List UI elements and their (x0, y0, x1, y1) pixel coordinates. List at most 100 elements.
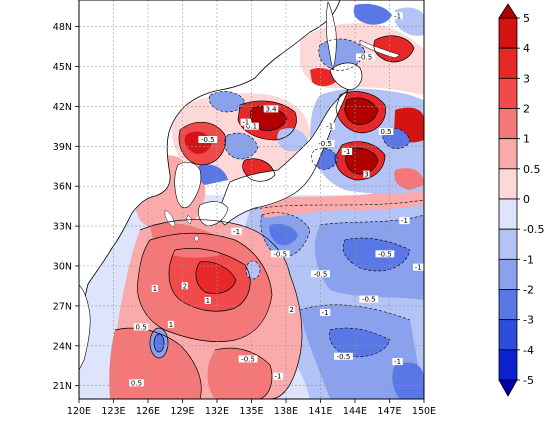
contour-label: -0.5 (201, 136, 215, 144)
contour-label-bg (413, 263, 424, 271)
lon-tick-label: 135E (239, 406, 263, 417)
colorbar-box (498, 228, 518, 260)
lat-tick-label: 36N (53, 182, 72, 193)
contour-label-bg (288, 306, 295, 314)
contour-label: 0.5 (136, 324, 147, 332)
colorbar-box (498, 138, 518, 170)
colorbar-label: 5 (523, 12, 530, 25)
contour-label: -1 (274, 373, 281, 381)
contour-label-bg (238, 355, 258, 363)
contour-label-bg (198, 135, 218, 143)
land-masks (79, 0, 401, 371)
contour-label-bg (272, 372, 284, 380)
colorbar-label: 0.5 (523, 163, 541, 176)
contour-label: -1 (343, 148, 350, 156)
contour-label: -1 (415, 264, 422, 272)
contour-label-bg (319, 308, 331, 316)
contour-label-bg (359, 295, 379, 303)
contour-label-bg (167, 320, 175, 328)
lat-tick-label: 21N (53, 381, 72, 392)
colorbar-box (498, 198, 518, 230)
lon-tick-label: 147E (377, 406, 401, 417)
contour-label-bg (324, 122, 335, 130)
lat-tick-label: 45N (53, 62, 72, 73)
colorbar-top-arrow (498, 3, 518, 19)
contour-label: -1 (326, 123, 333, 131)
contour-label-bg (311, 270, 330, 278)
lon-tick-label: 126E (136, 406, 160, 417)
contour-label-bg (378, 128, 394, 135)
contour-label: -1 (233, 228, 240, 236)
colorbar-box (498, 17, 518, 49)
lat-tick-label: 24N (53, 341, 72, 352)
contour-label: 1 (206, 297, 210, 305)
colorbar-box (498, 47, 518, 79)
colorbar-label: 3 (523, 72, 530, 85)
contour-label: -0.5 (362, 296, 376, 304)
lat-tick-label: 27N (53, 301, 72, 312)
contour-label: -1 (401, 217, 408, 225)
contour-label-bg (263, 105, 279, 113)
plot-area: -1-0.53.40.1-1-0.5-1-0.50.5-13-1-1-0.5-0… (78, 0, 425, 400)
contour-label-bg (375, 250, 395, 258)
lon-tick-label: 129E (170, 406, 194, 417)
negative-contours (208, 38, 424, 358)
contour-lines (114, 35, 415, 399)
contour-label: -0.5 (314, 270, 328, 278)
colorbar-label: 0 (523, 193, 530, 206)
colorbar-label: -1 (523, 253, 534, 266)
axis-ticks (75, 26, 425, 403)
colorbar-label: 2 (523, 103, 530, 116)
contour-label: 1 (153, 285, 157, 293)
colorbar-box (498, 319, 518, 351)
contour-label: 3.4 (265, 105, 277, 113)
lat-tick-label: 39N (53, 142, 72, 153)
contour-label: -1 (242, 119, 249, 127)
lat-tick-label: 30N (53, 262, 72, 273)
contour-label: -0.5 (241, 355, 255, 363)
colorbar-label: -5 (523, 374, 534, 387)
colorbar: 5 4 3 2 1 0.5 0 -0.5 -1 -2 -3 -4 -5 (498, 3, 544, 397)
lat-tick-label: 33N (53, 222, 72, 233)
contour-label: -0.5 (378, 250, 392, 258)
contour-label: 3 (364, 171, 368, 179)
colorbar-box (498, 349, 518, 381)
lon-tick-label: 123E (101, 406, 125, 417)
colorbar-label: 1 (523, 133, 530, 146)
contour-label-bg (392, 358, 403, 366)
lon-tick-label: 138E (274, 406, 298, 417)
gridlines (79, 0, 424, 399)
lon-tick-label: 132E (205, 406, 229, 417)
colorbar-box (498, 108, 518, 140)
colorbar-label: -3 (523, 314, 534, 327)
contour-label-bg (334, 352, 353, 360)
lat-tick-label: 42N (53, 102, 72, 113)
lon-tick-label: 120E (67, 406, 91, 417)
contour-label-bg (151, 284, 158, 292)
contour-label: 1 (169, 321, 173, 329)
colorbar-box (498, 289, 518, 321)
contour-label-bg (270, 250, 290, 258)
contour-label: -1 (394, 12, 401, 20)
contour-labels: -1-0.53.40.1-1-0.5-1-0.50.5-13-1-1-0.5-0… (129, 12, 424, 387)
contour-label: -1 (322, 309, 329, 317)
colorbar-box (498, 77, 518, 109)
contour-label-bg (315, 139, 335, 147)
contour-label-bg (392, 12, 403, 20)
contour-label: 0.1 (246, 123, 257, 131)
lon-tick-label: 144E (343, 406, 367, 417)
lon-tick-label: 150E (412, 406, 436, 417)
contour-label: 0.5 (380, 128, 391, 136)
colorbar-label: -0.5 (523, 223, 544, 236)
longitude-axis-labels: 120E 123E 126E 129E 132E 135E 138E 141E 144E 147E… (67, 406, 436, 417)
contour-label-bg (129, 379, 144, 387)
lon-tick-label: 141E (308, 406, 332, 417)
contour-label-bg (341, 147, 353, 155)
contour-label-bg (363, 170, 370, 178)
contour-label-bg (244, 122, 259, 130)
contour-label: 0.5 (131, 379, 142, 387)
contour-label: -0.5 (318, 140, 332, 148)
colorbar-bottom-arrow (498, 379, 518, 397)
contour-label-bg (399, 217, 410, 225)
